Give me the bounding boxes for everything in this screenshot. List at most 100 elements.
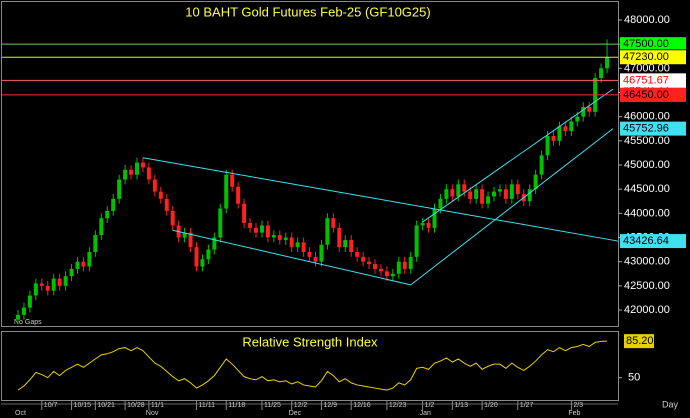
candle-body — [277, 235, 282, 240]
candle-body — [170, 210, 175, 226]
candle-body — [438, 198, 443, 209]
candle-body — [242, 203, 247, 224]
candle-body — [57, 278, 62, 286]
y-tick-label: 42500.00 — [624, 280, 670, 292]
level-box — [620, 87, 686, 102]
candle-body — [527, 189, 532, 202]
candle-body — [69, 268, 74, 277]
candle-body — [563, 126, 568, 132]
x-tick-label: 12/2 — [294, 402, 308, 409]
y-tick-label: 46000.00 — [624, 111, 670, 123]
x-tick-label: 11/1 — [151, 402, 164, 409]
candle-body — [492, 191, 496, 197]
candle-body — [378, 268, 383, 272]
candle-body — [75, 261, 80, 269]
candle-body — [99, 218, 104, 236]
y-tick-label: 45500.00 — [624, 135, 670, 147]
level-box — [620, 37, 686, 52]
x-tick-label: 11/25 — [264, 402, 281, 409]
candle-body — [140, 162, 145, 168]
candle-body — [230, 174, 235, 187]
x-tick-label: 1/2 — [425, 402, 435, 409]
candle-body — [355, 252, 360, 257]
candle-body — [325, 218, 330, 245]
y-tick-label: 47000.00 — [624, 62, 670, 74]
rsi-value-box — [624, 334, 654, 349]
candle-body — [533, 174, 538, 190]
candle-body — [331, 218, 336, 228]
candle-body — [426, 223, 431, 228]
rsi-line — [17, 340, 608, 391]
candle-body — [587, 107, 592, 112]
candle-body — [236, 186, 241, 204]
level-label: 46450.00 — [623, 89, 669, 101]
candle-body — [373, 264, 377, 269]
candle-body — [200, 259, 205, 267]
candle-body — [45, 285, 50, 291]
candle-body — [135, 162, 139, 175]
candle-body — [569, 121, 574, 132]
candle-body — [81, 261, 86, 267]
trendline — [410, 128, 614, 286]
y-tick-label: 44000.00 — [624, 207, 670, 219]
level-box — [620, 234, 686, 249]
candle-body — [301, 242, 306, 253]
candle-body — [307, 252, 312, 257]
candle-body — [599, 68, 604, 79]
candle-body — [497, 189, 502, 192]
candle-body — [224, 174, 229, 209]
candle-body — [319, 244, 324, 262]
candle-body — [462, 184, 467, 192]
candle-body — [33, 283, 38, 296]
x-tick-label: 10/21 — [97, 402, 115, 409]
candle-body — [408, 256, 413, 269]
candle-body — [117, 179, 122, 199]
y-tick-label: 45000.00 — [624, 159, 670, 171]
level-label: 47500.00 — [623, 38, 669, 50]
x-tick-label: 2/3 — [573, 402, 583, 409]
candle-body — [105, 210, 110, 219]
candle-body — [93, 235, 98, 253]
month-label: Nov — [146, 410, 159, 417]
trendline — [172, 229, 411, 286]
x-tick-label: 12/9 — [323, 402, 337, 409]
candle-body — [259, 225, 264, 233]
candle-body — [390, 273, 395, 277]
candle-body — [456, 184, 461, 197]
candle-body — [503, 189, 508, 199]
candle-body — [474, 189, 479, 199]
candle-body — [551, 136, 556, 141]
candle-body — [182, 232, 187, 238]
candle-body — [218, 208, 223, 238]
candle-body — [402, 261, 407, 269]
level-box — [620, 50, 686, 65]
candle-body — [396, 261, 401, 274]
y-tick-label: 42000.00 — [624, 304, 670, 316]
candle-body — [158, 191, 163, 199]
candle-body — [486, 196, 491, 204]
month-label: Oct — [15, 410, 26, 417]
x-tick-label: 12/23 — [389, 402, 407, 409]
candle-body — [254, 227, 258, 233]
trendline — [142, 157, 619, 242]
candle-body — [63, 276, 68, 286]
level-label: 43426.64 — [623, 235, 669, 247]
candle-body — [265, 225, 270, 238]
candle-body — [194, 247, 199, 267]
candle-body — [539, 155, 544, 175]
candle-body — [444, 189, 449, 199]
trendline — [422, 88, 614, 223]
y-tick-label: 48000.00 — [624, 14, 670, 26]
candle-body — [16, 314, 20, 320]
note: No Gaps — [14, 319, 42, 326]
x-tick-label: 10/15 — [74, 402, 92, 409]
candle-body — [343, 239, 348, 248]
x-tick-label: 10/7 — [44, 402, 58, 409]
candle-body — [605, 57, 610, 69]
candle-body — [480, 189, 485, 204]
candle-body — [384, 271, 389, 277]
y-tick-label: 44500.00 — [624, 183, 670, 195]
candle-body — [289, 237, 294, 248]
rsi-title: Relative Strength Index — [242, 334, 378, 349]
